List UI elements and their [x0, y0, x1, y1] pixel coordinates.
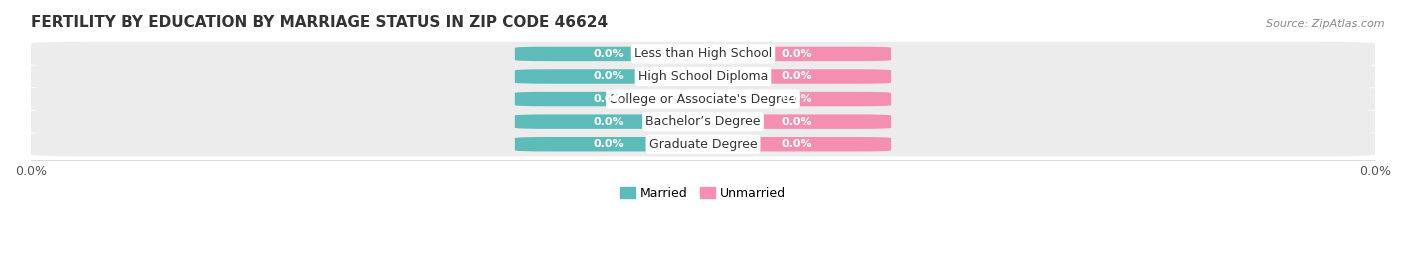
- FancyBboxPatch shape: [31, 132, 1375, 156]
- Text: Source: ZipAtlas.com: Source: ZipAtlas.com: [1267, 19, 1385, 29]
- FancyBboxPatch shape: [31, 109, 1375, 134]
- Text: 0.0%: 0.0%: [782, 139, 813, 149]
- FancyBboxPatch shape: [515, 47, 703, 61]
- FancyBboxPatch shape: [703, 137, 891, 151]
- Text: 0.0%: 0.0%: [782, 94, 813, 104]
- FancyBboxPatch shape: [515, 114, 703, 129]
- Text: FERTILITY BY EDUCATION BY MARRIAGE STATUS IN ZIP CODE 46624: FERTILITY BY EDUCATION BY MARRIAGE STATU…: [31, 15, 609, 30]
- Text: Less than High School: Less than High School: [634, 47, 772, 61]
- FancyBboxPatch shape: [703, 47, 891, 61]
- FancyBboxPatch shape: [31, 64, 1375, 89]
- Text: 0.0%: 0.0%: [782, 72, 813, 82]
- Text: 0.0%: 0.0%: [593, 72, 624, 82]
- FancyBboxPatch shape: [703, 92, 891, 106]
- FancyBboxPatch shape: [31, 42, 1375, 66]
- Text: 0.0%: 0.0%: [593, 139, 624, 149]
- Text: College or Associate's Degree: College or Associate's Degree: [609, 93, 797, 105]
- Text: 0.0%: 0.0%: [593, 94, 624, 104]
- Text: 0.0%: 0.0%: [782, 49, 813, 59]
- FancyBboxPatch shape: [703, 114, 891, 129]
- Text: 0.0%: 0.0%: [593, 49, 624, 59]
- FancyBboxPatch shape: [515, 137, 703, 151]
- Text: High School Diploma: High School Diploma: [638, 70, 768, 83]
- FancyBboxPatch shape: [515, 92, 703, 106]
- Text: Graduate Degree: Graduate Degree: [648, 138, 758, 151]
- FancyBboxPatch shape: [703, 69, 891, 84]
- Text: 0.0%: 0.0%: [782, 117, 813, 127]
- Text: Bachelor’s Degree: Bachelor’s Degree: [645, 115, 761, 128]
- FancyBboxPatch shape: [515, 69, 703, 84]
- FancyBboxPatch shape: [31, 87, 1375, 111]
- Legend: Married, Unmarried: Married, Unmarried: [620, 187, 786, 200]
- Text: 0.0%: 0.0%: [593, 117, 624, 127]
